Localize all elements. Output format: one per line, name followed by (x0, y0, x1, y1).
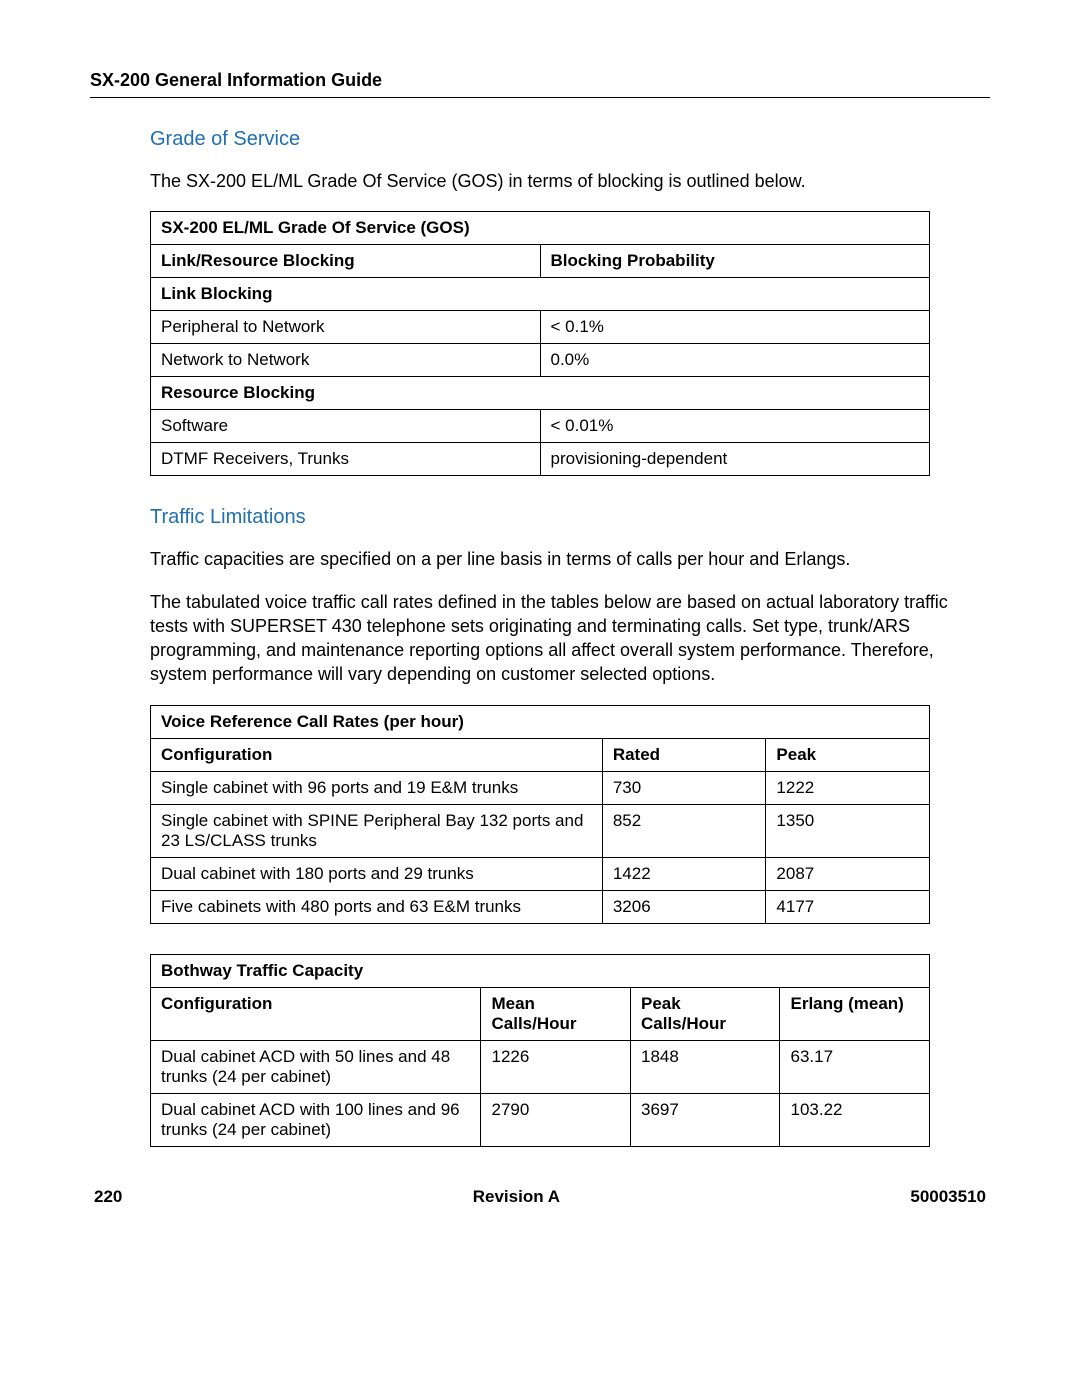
gos-table-title: SX-200 EL/ML Grade Of Service (GOS) (151, 212, 930, 245)
bothway-table: Bothway Traffic Capacity Configuration M… (150, 954, 930, 1147)
table-row: Dual cabinet ACD with 50 lines and 48 tr… (151, 1040, 930, 1093)
gos-col-prob: Blocking Probability (540, 245, 930, 278)
voice-rates-title: Voice Reference Call Rates (per hour) (151, 705, 930, 738)
table-row: Single cabinet with SPINE Peripheral Bay… (151, 804, 930, 857)
cell: 63.17 (780, 1040, 930, 1093)
intro-paragraph: The SX-200 EL/ML Grade Of Service (GOS) … (150, 169, 990, 193)
table-row: Single cabinet with 96 ports and 19 E&M … (151, 771, 930, 804)
cell: < 0.01% (540, 410, 930, 443)
page: SX-200 General Information Guide Grade o… (0, 0, 1080, 1247)
cell: DTMF Receivers, Trunks (151, 443, 541, 476)
cell: Dual cabinet ACD with 50 lines and 48 tr… (151, 1040, 481, 1093)
col-rated: Rated (602, 738, 766, 771)
cell: 1848 (630, 1040, 780, 1093)
cell: Five cabinets with 480 ports and 63 E&M … (151, 890, 603, 923)
gos-table: SX-200 EL/ML Grade Of Service (GOS) Link… (150, 211, 930, 476)
cell: Peripheral to Network (151, 311, 541, 344)
cell: 852 (602, 804, 766, 857)
cell: 2790 (481, 1093, 631, 1146)
cell: Single cabinet with 96 ports and 19 E&M … (151, 771, 603, 804)
cell: provisioning-dependent (540, 443, 930, 476)
table-row: Dual cabinet with 180 ports and 29 trunk… (151, 857, 930, 890)
cell: 3697 (630, 1093, 780, 1146)
cell: Dual cabinet with 180 ports and 29 trunk… (151, 857, 603, 890)
voice-rates-table: Voice Reference Call Rates (per hour) Co… (150, 705, 930, 924)
page-footer: 220 Revision A 50003510 (90, 1187, 990, 1207)
cell: 1350 (766, 804, 930, 857)
cell: < 0.1% (540, 311, 930, 344)
col-peak: Peak Calls/Hour (630, 987, 780, 1040)
cell: 3206 (602, 890, 766, 923)
cell: 2087 (766, 857, 930, 890)
gos-col-link: Link/Resource Blocking (151, 245, 541, 278)
table-row: Peripheral to Network < 0.1% (151, 311, 930, 344)
table-row: Network to Network 0.0% (151, 344, 930, 377)
cell: Single cabinet with SPINE Peripheral Bay… (151, 804, 603, 857)
document-header: SX-200 General Information Guide (90, 70, 990, 98)
gos-group-link-blocking: Link Blocking (151, 278, 930, 311)
page-number: 220 (94, 1187, 122, 1207)
col-erlang: Erlang (mean) (780, 987, 930, 1040)
col-peak: Peak (766, 738, 930, 771)
col-configuration: Configuration (151, 738, 603, 771)
gos-group-resource-blocking: Resource Blocking (151, 377, 930, 410)
section-heading-grade-of-service: Grade of Service (150, 128, 990, 151)
traffic-paragraph-1: Traffic capacities are specified on a pe… (150, 547, 990, 571)
cell: 1226 (481, 1040, 631, 1093)
cell: 103.22 (780, 1093, 930, 1146)
col-configuration: Configuration (151, 987, 481, 1040)
cell: 0.0% (540, 344, 930, 377)
table-row: Dual cabinet ACD with 100 lines and 96 t… (151, 1093, 930, 1146)
section-heading-traffic-limitations: Traffic Limitations (150, 506, 990, 529)
table-row: DTMF Receivers, Trunks provisioning-depe… (151, 443, 930, 476)
cell: 730 (602, 771, 766, 804)
cell: 1222 (766, 771, 930, 804)
col-mean: Mean Calls/Hour (481, 987, 631, 1040)
cell: Network to Network (151, 344, 541, 377)
table-row: Five cabinets with 480 ports and 63 E&M … (151, 890, 930, 923)
cell: 4177 (766, 890, 930, 923)
revision-label: Revision A (473, 1187, 560, 1207)
bothway-title: Bothway Traffic Capacity (151, 954, 930, 987)
cell: 1422 (602, 857, 766, 890)
table-row: Software < 0.01% (151, 410, 930, 443)
cell: Dual cabinet ACD with 100 lines and 96 t… (151, 1093, 481, 1146)
document-number: 50003510 (910, 1187, 986, 1207)
cell: Software (151, 410, 541, 443)
traffic-paragraph-2: The tabulated voice traffic call rates d… (150, 590, 990, 687)
